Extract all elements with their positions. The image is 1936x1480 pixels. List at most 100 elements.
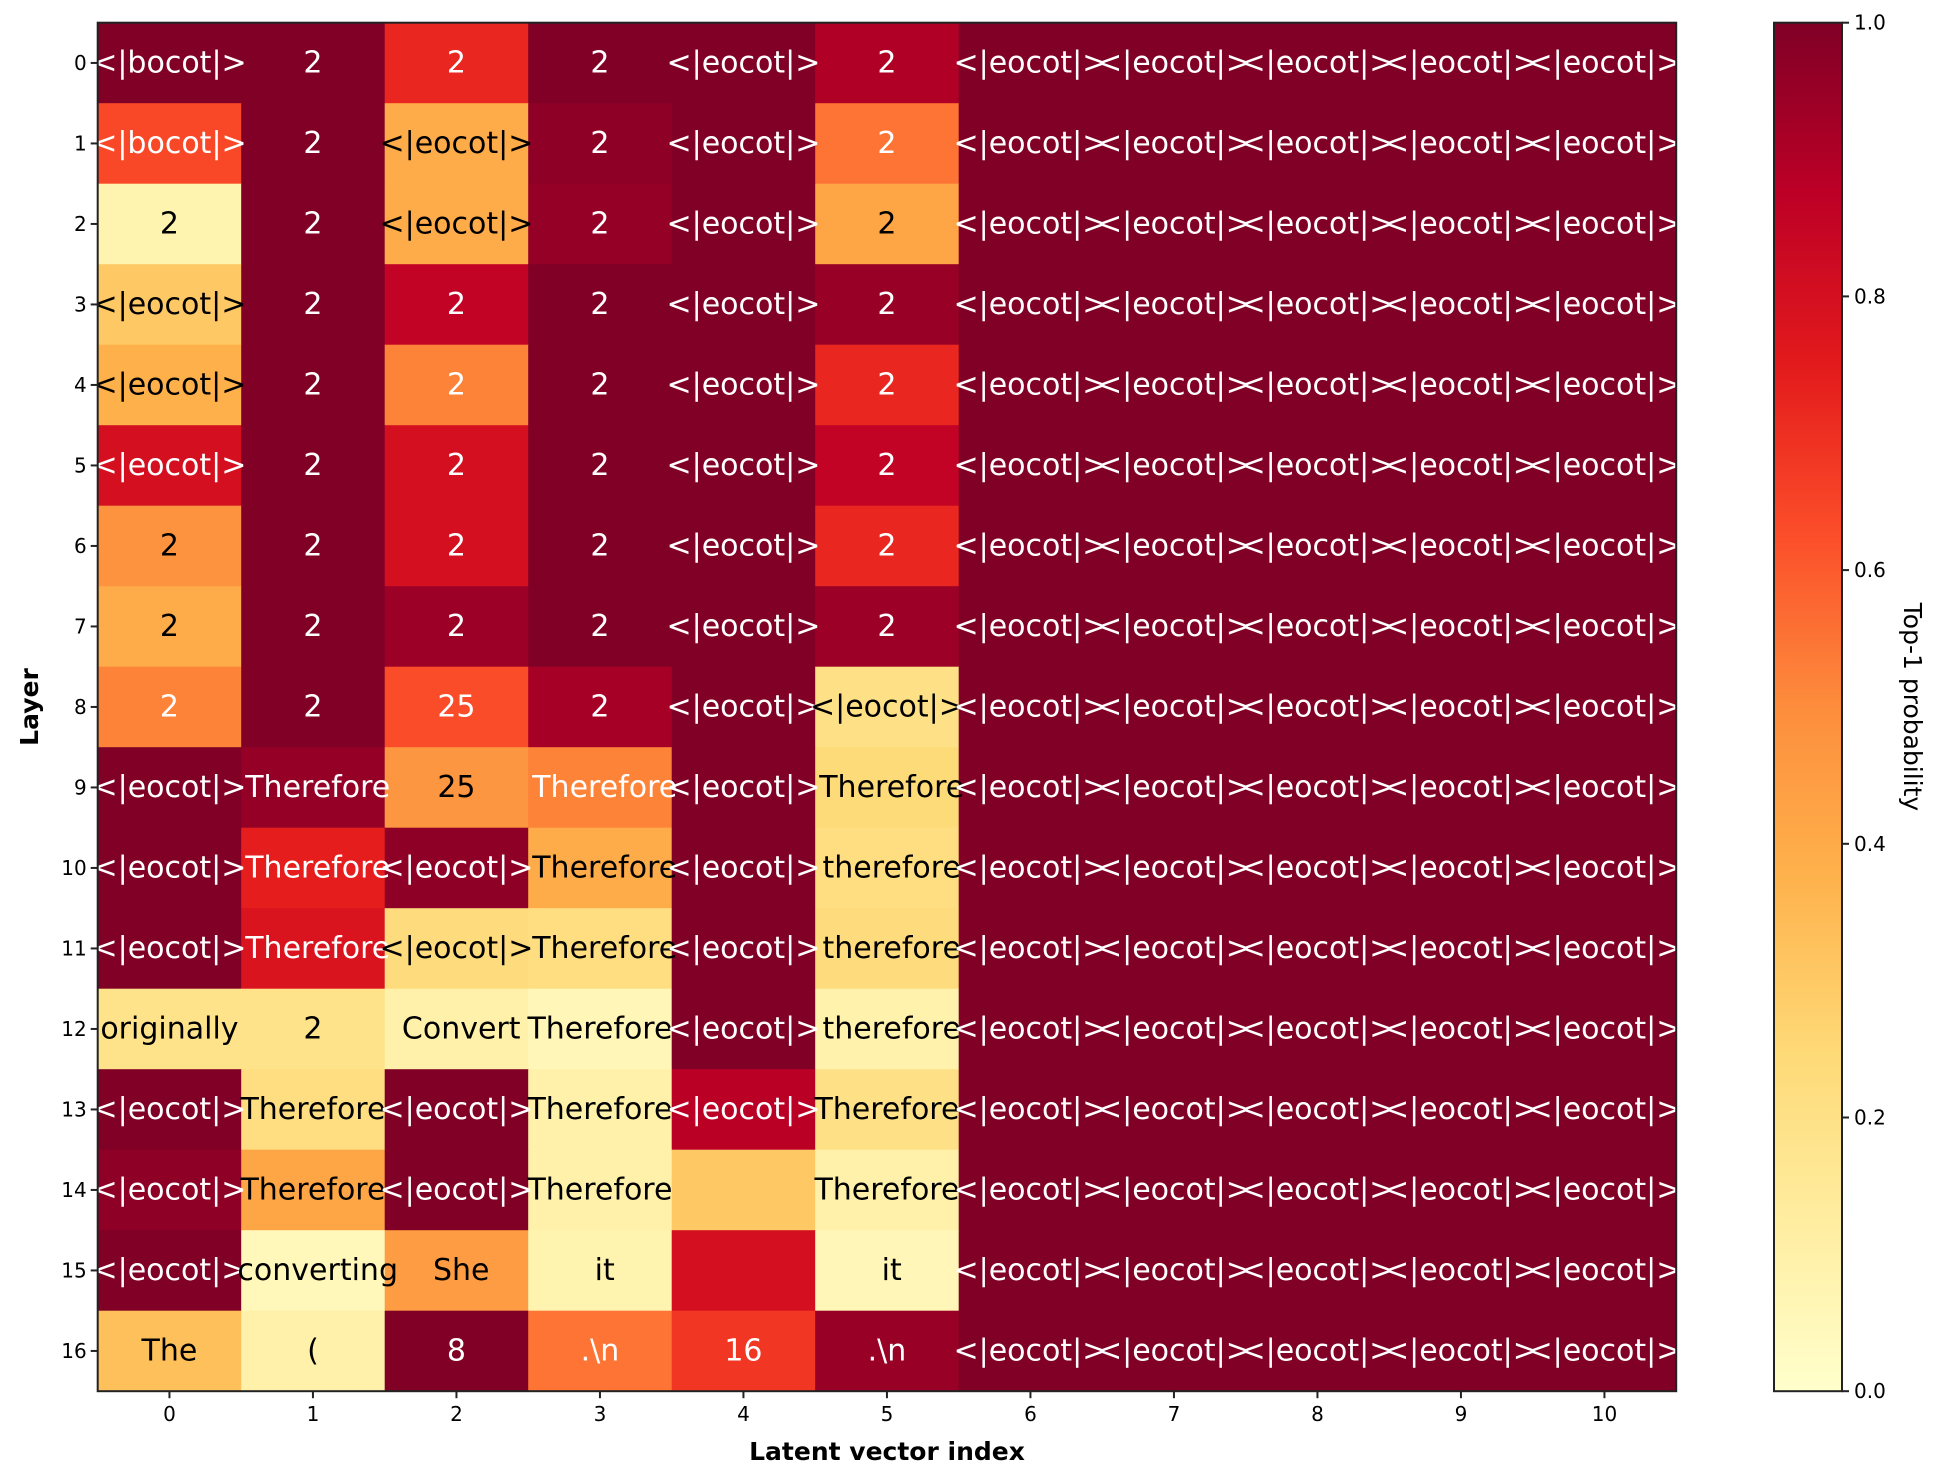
- heatmap-cell: [1532, 908, 1677, 990]
- heatmap-cell: [1532, 1310, 1677, 1392]
- cell-label: <|eocot|>: [1527, 1172, 1681, 1207]
- cell-label: <|eocot|>: [92, 1253, 246, 1288]
- cell-label: .\n: [868, 1333, 907, 1368]
- heatmap-cell: [1389, 988, 1534, 1070]
- cell-label: 2: [877, 448, 896, 483]
- colorbar-tick-label: 0.2: [1854, 1106, 1886, 1130]
- cell-label: <|eocot|>: [1240, 126, 1394, 161]
- heatmap-cell: [958, 103, 1103, 185]
- heatmap-cell: [384, 827, 529, 909]
- y-tick-label: 6: [74, 534, 87, 558]
- cell-label: <|eocot|>: [1240, 770, 1394, 805]
- heatmap-cell: [97, 1230, 242, 1312]
- heatmap-cell: [241, 264, 386, 346]
- heatmap-cell: [1245, 908, 1390, 990]
- cell-label: <|eocot|>: [1384, 1253, 1538, 1288]
- heatmap-cell: [1532, 505, 1677, 587]
- heatmap-cell: [1532, 103, 1677, 185]
- heatmap-cell: [241, 22, 386, 104]
- heatmap-cell: [1245, 505, 1390, 587]
- heatmap-cell: [97, 908, 242, 990]
- y-axis-label: Layer: [15, 668, 44, 746]
- cell-label: 2: [160, 206, 179, 241]
- heatmap-cell: [528, 747, 673, 829]
- cell-label: <|eocot|>: [1384, 287, 1538, 322]
- heatmap-cell: [1102, 103, 1247, 185]
- y-tick-label: 11: [61, 936, 86, 960]
- cell-label: <|eocot|>: [1240, 609, 1394, 644]
- cell-label: Convert: [392, 1011, 520, 1046]
- cell-label: <|eocot|>: [1384, 689, 1538, 724]
- cell-label: 2: [877, 528, 896, 563]
- cell-label: <|eocot|>: [1240, 1092, 1394, 1127]
- cell-label: <|eocot|>: [1097, 770, 1251, 805]
- y-tick-label: 5: [74, 453, 87, 477]
- heatmap-cell: [528, 22, 673, 104]
- heatmap-cell: [1389, 264, 1534, 346]
- cell-label: <|eocot|>: [1097, 1011, 1251, 1046]
- heatmap-cell: [1532, 344, 1677, 426]
- cell-label: 8: [447, 1333, 466, 1368]
- heatmap-cell: [241, 988, 386, 1070]
- cell-label: <|eocot|>: [379, 931, 533, 966]
- cell-label: <|eocot|>: [1384, 609, 1538, 644]
- heatmap-cell: [671, 988, 816, 1070]
- x-tick-label: 1: [307, 1402, 320, 1426]
- heatmap-cell: [815, 1069, 960, 1151]
- heatmap-cell: [671, 908, 816, 990]
- heatmap-cell: [528, 908, 673, 990]
- cell-label: 2: [303, 448, 322, 483]
- cell-label: <|eocot|>: [1384, 1333, 1538, 1368]
- cell-label: <|eocot|>: [666, 45, 820, 80]
- cell-label: 25: [437, 689, 475, 724]
- cell-label: 16: [724, 1333, 762, 1368]
- heatmap-cell: [97, 827, 242, 909]
- heatmap-cell: [1245, 22, 1390, 104]
- heatmap-cell: [815, 988, 960, 1070]
- cell-label: 2: [590, 689, 609, 724]
- cell-label: <|eocot|>: [953, 126, 1107, 161]
- heatmap-cell: [815, 183, 960, 265]
- cell-label: <|eocot|>: [1527, 528, 1681, 563]
- heatmap-cell: [1102, 1230, 1247, 1312]
- cell-label: She: [423, 1253, 489, 1288]
- heatmap-cell: [97, 1310, 242, 1392]
- heatmap-cell: [241, 1310, 386, 1392]
- heatmap-cells: [97, 22, 1677, 1392]
- heatmap-cell: [1102, 908, 1247, 990]
- heatmap-cell: [384, 908, 529, 990]
- cell-label: <|eocot|>: [92, 1172, 246, 1207]
- cell-label: <|eocot|>: [810, 689, 964, 724]
- heatmap-cell: [1102, 586, 1247, 668]
- cell-label: <|eocot|>: [1240, 448, 1394, 483]
- cell-label: <|eocot|>: [666, 126, 820, 161]
- cell-label: <|eocot|>: [666, 448, 820, 483]
- heatmap-cell: [97, 1149, 242, 1231]
- heatmap-cell: [528, 264, 673, 346]
- cell-label: it: [585, 1253, 615, 1288]
- heatmap-cell: [815, 1149, 960, 1231]
- heatmap-cell: [241, 747, 386, 829]
- cell-label: Therefore: [523, 850, 678, 885]
- heatmap-cell: [671, 505, 816, 587]
- heatmap-cell: [1102, 747, 1247, 829]
- heatmap-cell: [384, 103, 529, 185]
- cell-label: <|eocot|>: [1097, 609, 1251, 644]
- cell-label: <|eocot|>: [1097, 689, 1251, 724]
- cell-label: <|eocot|>: [1097, 1092, 1251, 1127]
- cell-label: <|eocot|>: [1240, 367, 1394, 402]
- heatmap-cell: [384, 586, 529, 668]
- heatmap-cell: [671, 1069, 816, 1151]
- cell-label: <|eocot|>: [1527, 1011, 1681, 1046]
- cell-label: 2: [303, 206, 322, 241]
- cell-label: <|eocot|>: [1097, 931, 1251, 966]
- colorbar-tick-label: 0.4: [1854, 832, 1886, 856]
- heatmap-cell: [241, 586, 386, 668]
- cell-label: <|eocot|>: [1527, 770, 1681, 805]
- cell-label: 25: [437, 770, 475, 805]
- heatmap-cell: [958, 1310, 1103, 1392]
- heatmap-cell: [1245, 1230, 1390, 1312]
- cell-label: therefore: [813, 931, 961, 966]
- heatmap-cell: [671, 183, 816, 265]
